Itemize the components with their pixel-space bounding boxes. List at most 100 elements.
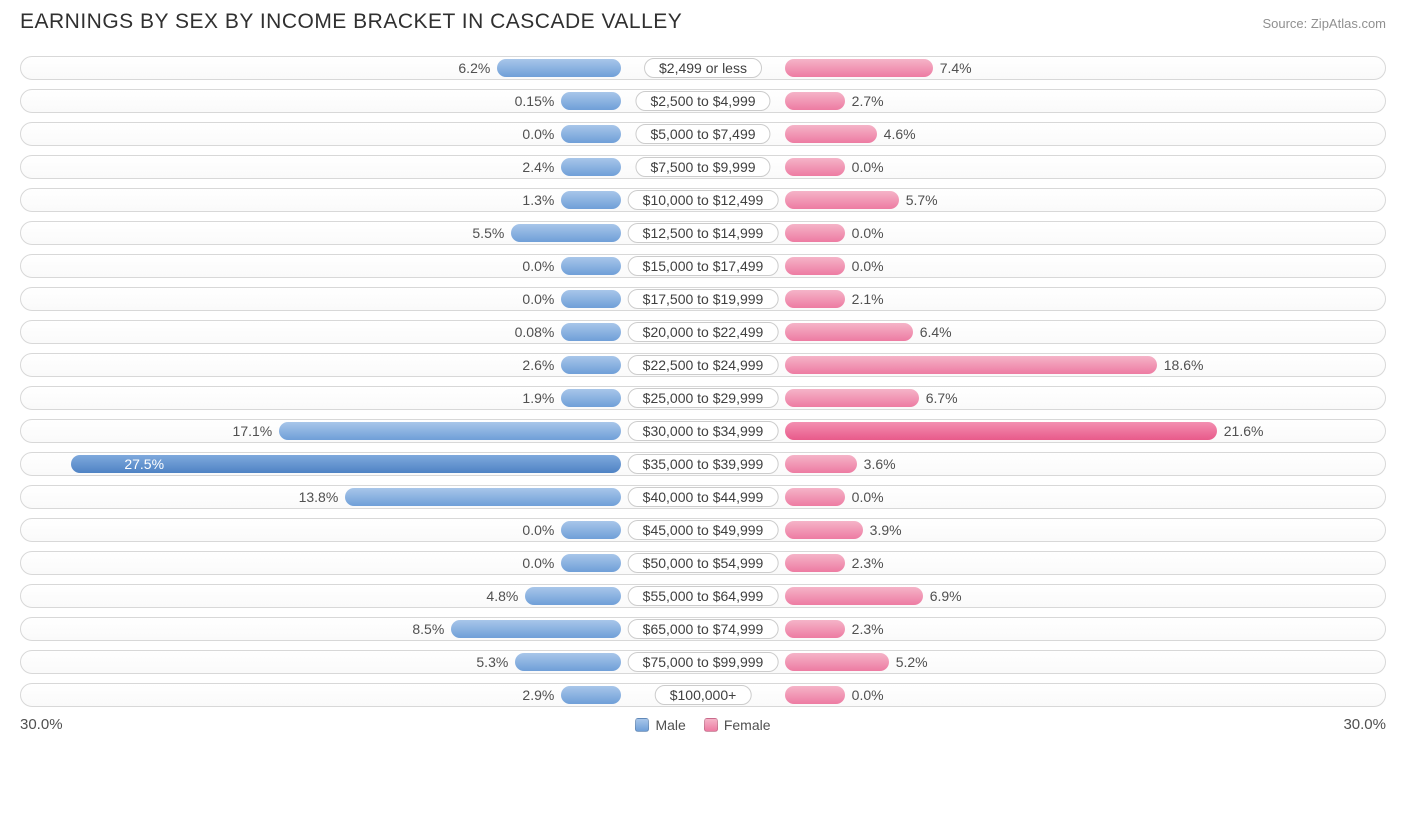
female-bar bbox=[785, 191, 899, 209]
female-value-label: 3.9% bbox=[870, 522, 902, 538]
bracket-label: $2,499 or less bbox=[644, 58, 762, 78]
female-value-label: 2.7% bbox=[852, 93, 884, 109]
female-value-label: 5.2% bbox=[896, 654, 928, 670]
bracket-label: $22,500 to $24,999 bbox=[628, 355, 779, 375]
bracket-label: $35,000 to $39,999 bbox=[628, 454, 779, 474]
male-bar bbox=[561, 521, 621, 539]
male-bar bbox=[279, 422, 621, 440]
bracket-label: $50,000 to $54,999 bbox=[628, 553, 779, 573]
chart-row: 0.0% 2.1% $17,500 to $19,999 bbox=[20, 287, 1386, 311]
female-bar bbox=[785, 620, 845, 638]
male-bar bbox=[561, 290, 621, 308]
male-bar bbox=[561, 125, 621, 143]
female-value-label: 18.6% bbox=[1164, 357, 1204, 373]
female-bar bbox=[785, 587, 923, 605]
chart-header: EARNINGS BY SEX BY INCOME BRACKET IN CAS… bbox=[20, 10, 1386, 34]
chart-row: 0.0%4.6%$5,000 to $7,499 bbox=[20, 122, 1386, 146]
male-value-label: 5.3% bbox=[476, 654, 508, 670]
chart-row: 17.1%21.6%$30,000 to $34,999 bbox=[20, 419, 1386, 443]
female-bar bbox=[785, 389, 919, 407]
female-bar bbox=[785, 653, 889, 671]
bracket-label: $10,000 to $12,499 bbox=[628, 190, 779, 210]
female-value-label: 0.0% bbox=[852, 225, 884, 241]
chart-row: 2.4%0.0%$7,500 to $9,999 bbox=[20, 155, 1386, 179]
legend-male-label: Male bbox=[655, 717, 685, 733]
bracket-label: $55,000 to $64,999 bbox=[628, 586, 779, 606]
male-bar bbox=[561, 191, 621, 209]
female-swatch-icon bbox=[704, 718, 718, 732]
chart-row: 1.9%6.7%$25,000 to $29,999 bbox=[20, 386, 1386, 410]
male-bar bbox=[525, 587, 621, 605]
male-value-label: 2.9% bbox=[522, 687, 554, 703]
bracket-label: $40,000 to $44,999 bbox=[628, 487, 779, 507]
female-value-label: 21.6% bbox=[1224, 423, 1264, 439]
female-bar bbox=[785, 158, 845, 176]
chart-row: 0.08%6.4%$20,000 to $22,499 bbox=[20, 320, 1386, 344]
female-value-label: 0.0% bbox=[852, 687, 884, 703]
female-value-label: 2.1% bbox=[852, 291, 884, 307]
female-bar bbox=[785, 125, 877, 143]
female-value-label: 0.0% bbox=[852, 489, 884, 505]
bracket-label: $45,000 to $49,999 bbox=[628, 520, 779, 540]
male-value-label: 0.0% bbox=[522, 555, 554, 571]
legend: Male Female bbox=[635, 717, 770, 733]
female-bar bbox=[785, 422, 1217, 440]
chart-row: 27.5%3.6%$35,000 to $39,999 bbox=[20, 452, 1386, 476]
female-bar bbox=[785, 290, 845, 308]
chart-footer: 30.0% Male Female 30.0% bbox=[20, 716, 1386, 733]
chart-row: 2.9% 0.0% $100,000+ bbox=[20, 683, 1386, 707]
chart-row: 6.2%7.4%$2,499 or less bbox=[20, 56, 1386, 80]
female-value-label: 2.3% bbox=[852, 621, 884, 637]
female-value-label: 5.7% bbox=[906, 192, 938, 208]
female-bar bbox=[785, 554, 845, 572]
bracket-label: $30,000 to $34,999 bbox=[628, 421, 779, 441]
bracket-label: $100,000+ bbox=[655, 685, 752, 705]
male-value-label: 4.8% bbox=[486, 588, 518, 604]
female-bar bbox=[785, 521, 863, 539]
female-bar bbox=[785, 257, 845, 275]
female-value-label: 0.0% bbox=[852, 258, 884, 274]
female-value-label: 0.0% bbox=[852, 159, 884, 175]
male-bar bbox=[561, 257, 621, 275]
male-value-label: 1.9% bbox=[522, 390, 554, 406]
chart-row: 0.0% 2.3% $50,000 to $54,999 bbox=[20, 551, 1386, 575]
axis-max-left: 30.0% bbox=[20, 716, 63, 733]
female-value-label: 4.6% bbox=[884, 126, 916, 142]
female-value-label: 6.9% bbox=[930, 588, 962, 604]
chart-row: 0.0%0.0%$15,000 to $17,499 bbox=[20, 254, 1386, 278]
bracket-label: $20,000 to $22,499 bbox=[628, 322, 779, 342]
female-bar bbox=[785, 92, 845, 110]
chart-row: 5.3% 5.2% $75,000 to $99,999 bbox=[20, 650, 1386, 674]
female-value-label: 7.4% bbox=[940, 60, 972, 76]
chart-row: 0.15% 2.7% $2,500 to $4,999 bbox=[20, 89, 1386, 113]
bracket-label: $25,000 to $29,999 bbox=[628, 388, 779, 408]
male-value-label: 0.0% bbox=[522, 291, 554, 307]
chart-row: 1.3%5.7%$10,000 to $12,499 bbox=[20, 188, 1386, 212]
female-value-label: 2.3% bbox=[852, 555, 884, 571]
chart-row: 5.5%0.0%$12,500 to $14,999 bbox=[20, 221, 1386, 245]
bracket-label: $2,500 to $4,999 bbox=[635, 91, 770, 111]
male-swatch-icon bbox=[635, 718, 649, 732]
male-bar bbox=[515, 653, 621, 671]
male-bar bbox=[561, 554, 621, 572]
male-bar bbox=[561, 92, 621, 110]
chart-row: 13.8% 0.0% $40,000 to $44,999 bbox=[20, 485, 1386, 509]
bracket-label: $12,500 to $14,999 bbox=[628, 223, 779, 243]
chart-row: 4.8% 6.9% $55,000 to $64,999 bbox=[20, 584, 1386, 608]
male-value-label: 13.8% bbox=[299, 489, 339, 505]
female-bar bbox=[785, 323, 913, 341]
female-bar bbox=[785, 224, 845, 242]
male-value-label: 27.5% bbox=[124, 456, 164, 472]
male-value-label: 0.15% bbox=[515, 93, 555, 109]
bracket-label: $17,500 to $19,999 bbox=[628, 289, 779, 309]
female-bar bbox=[785, 488, 845, 506]
bracket-label: $75,000 to $99,999 bbox=[628, 652, 779, 672]
legend-female-label: Female bbox=[724, 717, 771, 733]
diverging-bar-chart: 6.2%7.4%$2,499 or less0.15%2.7%$2,500 to… bbox=[20, 56, 1386, 707]
male-bar bbox=[561, 686, 621, 704]
male-value-label: 2.4% bbox=[522, 159, 554, 175]
legend-male: Male bbox=[635, 717, 685, 733]
male-value-label: 0.08% bbox=[515, 324, 555, 340]
female-bar bbox=[785, 59, 933, 77]
legend-female: Female bbox=[704, 717, 771, 733]
